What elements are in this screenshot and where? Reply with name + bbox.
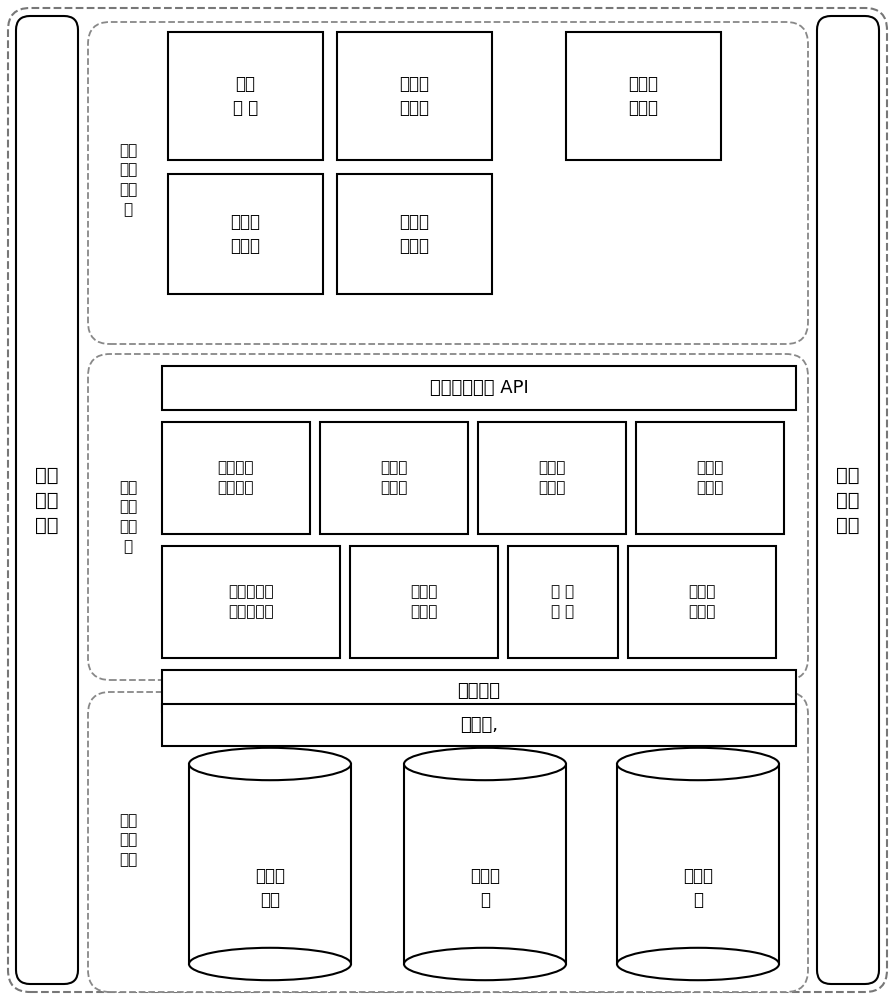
FancyBboxPatch shape — [8, 8, 886, 992]
Text: 虚拟化,: 虚拟化, — [460, 716, 497, 734]
FancyBboxPatch shape — [88, 22, 807, 344]
Text: 系统
管理
模块: 系统 管理 模块 — [35, 466, 59, 534]
Bar — [403, 764, 565, 964]
Text: 应用程序接口 API: 应用程序接口 API — [429, 379, 527, 397]
Ellipse shape — [616, 948, 778, 980]
Text: 操作系统: 操作系统 — [457, 682, 500, 700]
Bar — [508, 546, 618, 658]
Bar — [337, 32, 492, 160]
Bar — [477, 422, 625, 534]
Text: 调度管
理模块: 调度管 理模块 — [409, 585, 437, 619]
Bar — [162, 366, 795, 410]
FancyBboxPatch shape — [88, 354, 807, 680]
Bar — [337, 174, 492, 294]
Bar — [168, 32, 323, 160]
Text: 基础
硬件
设施: 基础 硬件 设施 — [119, 813, 137, 867]
Text: 数据库
设备: 数据库 设备 — [255, 867, 284, 909]
Bar — [189, 764, 350, 964]
Bar — [162, 422, 309, 534]
Text: 调度
控制
子系
统: 调度 控制 子系 统 — [119, 480, 137, 554]
Text: 商用用
户登录: 商用用 户登录 — [628, 75, 658, 117]
Text: 飞行数
据管理: 飞行数 据管理 — [537, 461, 565, 495]
Text: 认证、授
权、模块: 认证、授 权、模块 — [217, 461, 254, 495]
Bar — [162, 546, 340, 658]
Ellipse shape — [403, 948, 565, 980]
Bar — [628, 546, 775, 658]
Text: 地 理
信 息: 地 理 信 息 — [551, 585, 574, 619]
Ellipse shape — [189, 948, 350, 980]
Bar — [162, 670, 795, 712]
Ellipse shape — [616, 748, 778, 780]
FancyBboxPatch shape — [816, 16, 878, 984]
Ellipse shape — [403, 748, 565, 780]
Text: 主机设
备: 主机设 备 — [469, 867, 500, 909]
FancyBboxPatch shape — [88, 692, 807, 992]
Ellipse shape — [189, 748, 350, 780]
Bar — [162, 704, 795, 746]
FancyBboxPatch shape — [16, 16, 78, 984]
Text: 民航监
管系统: 民航监 管系统 — [687, 585, 715, 619]
Text: 系统
操作
模块: 系统 操作 模块 — [835, 466, 859, 534]
Text: 飞行任
务申请: 飞行任 务申请 — [399, 75, 429, 117]
Text: 飞行数
据监控: 飞行数 据监控 — [231, 213, 260, 255]
Bar — [565, 32, 721, 160]
Text: 无人
机 注: 无人 机 注 — [232, 75, 257, 117]
Bar — [168, 174, 323, 294]
Bar — [320, 422, 468, 534]
Text: 飞行航
线管理: 飞行航 线管理 — [380, 461, 408, 495]
Text: 飞行任
务管理: 飞行任 务管理 — [696, 461, 723, 495]
Text: 应用
服务
子系
统: 应用 服务 子系 统 — [119, 143, 137, 217]
Bar — [616, 764, 778, 964]
Bar — [350, 546, 497, 658]
Text: 定期航
班管理: 定期航 班管理 — [399, 213, 429, 255]
Text: 网络设
备: 网络设 备 — [682, 867, 713, 909]
Text: 应急飞行控
制与调度模: 应急飞行控 制与调度模 — [228, 585, 274, 619]
Bar — [636, 422, 783, 534]
